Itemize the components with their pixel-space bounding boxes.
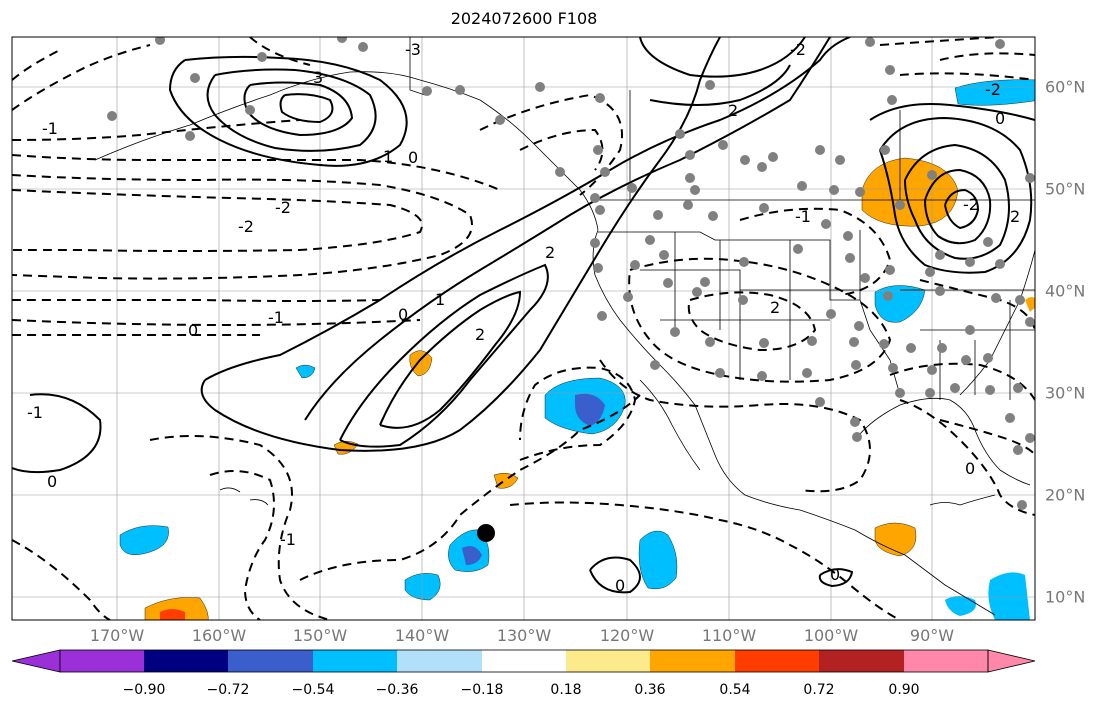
contour-label: 0 — [830, 565, 840, 584]
contour-label: -3 — [405, 40, 421, 59]
lon-label: 130°W — [496, 626, 552, 645]
contour-label: 2 — [475, 325, 485, 344]
lon-label: 110°W — [701, 626, 757, 645]
contour-label: 0 — [965, 459, 975, 478]
lon-label: 170°W — [89, 626, 145, 645]
colorbar-tick-label: 0.54 — [719, 682, 751, 698]
colorbar — [11, 649, 1036, 673]
colorbar-tick-label: −0.72 — [206, 682, 250, 698]
contour-label: 2 — [1010, 207, 1020, 226]
contour-label: 0 — [47, 472, 57, 491]
lat-label: 40°N — [1045, 281, 1086, 301]
contour-label: -2 — [963, 195, 979, 214]
contour-label: 2 — [728, 101, 738, 120]
contour-label: -1 — [795, 207, 811, 226]
contour-label: -1 — [42, 119, 58, 138]
lat-label: 60°N — [1045, 77, 1086, 97]
contour-label: 1 — [435, 290, 445, 309]
station-dots — [107, 37, 1035, 510]
contour-label: -2 — [238, 217, 254, 236]
solid-contours — [12, 37, 1035, 594]
lat-label: 20°N — [1045, 485, 1086, 505]
contour-label: 0 — [188, 321, 198, 340]
colorbar-tick-label: 0.18 — [550, 682, 582, 698]
contour-label: -1 — [268, 308, 284, 327]
lat-label: 10°N — [1045, 587, 1086, 607]
contour-label: 0 — [995, 109, 1005, 128]
lon-label: 120°W — [599, 626, 655, 645]
contour-label: -2 — [275, 198, 291, 217]
contour-label: 0 — [408, 148, 418, 167]
colorbar-tick-label: −0.54 — [291, 682, 335, 698]
map-title: 2024072600 F108 — [450, 9, 598, 28]
lon-label: 90°W — [909, 626, 955, 645]
colorbar-tick-label: 0.90 — [888, 682, 920, 698]
colorbar-tick-label: 0.72 — [803, 682, 835, 698]
lon-label: 150°W — [292, 626, 348, 645]
lon-label: 100°W — [803, 626, 859, 645]
contour-label: 2 — [545, 243, 555, 262]
colorbar-tick-label: −0.90 — [122, 682, 166, 698]
contour-label: 0 — [615, 576, 625, 595]
lat-label: 30°N — [1045, 383, 1086, 403]
contour-label: 1 — [383, 147, 393, 166]
contour-label: -2 — [790, 40, 806, 59]
lon-label: 160°W — [191, 626, 247, 645]
contour-label: -2 — [985, 80, 1001, 99]
contour-label: 3 — [313, 68, 323, 87]
contour-labels: -3 -2 -2 -2 -1 -1 -1 0 0 0 1 2 2 3 -2 -1… — [27, 40, 1020, 595]
lat-label: 50°N — [1045, 179, 1086, 199]
contour-label: -1 — [27, 403, 43, 422]
colorbar-tick-label: −0.18 — [460, 682, 504, 698]
colorbar-tick-label: 0.36 — [634, 682, 666, 698]
contour-label: 2 — [770, 298, 780, 317]
contour-label: -1 — [280, 530, 296, 549]
contour-label: 0 — [398, 305, 408, 324]
colorbar-tick-label: −0.36 — [375, 682, 419, 698]
lon-label: 140°W — [394, 626, 450, 645]
storm-marker — [477, 524, 495, 542]
